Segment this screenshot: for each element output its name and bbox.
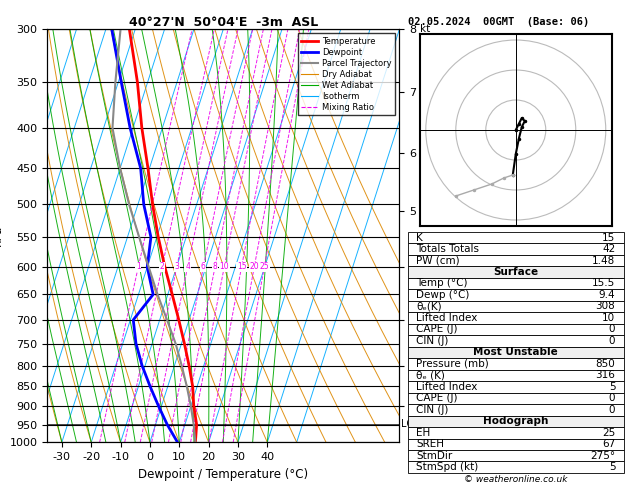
Text: 6: 6 bbox=[201, 262, 206, 272]
Text: StmSpd (kt): StmSpd (kt) bbox=[416, 462, 479, 472]
Text: PW (cm): PW (cm) bbox=[416, 256, 460, 265]
X-axis label: Dewpoint / Temperature (°C): Dewpoint / Temperature (°C) bbox=[138, 468, 308, 481]
Text: CAPE (J): CAPE (J) bbox=[416, 325, 458, 334]
Text: EH: EH bbox=[416, 428, 430, 438]
Text: 0: 0 bbox=[609, 336, 615, 346]
Bar bbox=[408, 347, 624, 358]
Bar bbox=[408, 324, 624, 335]
Text: 9.4: 9.4 bbox=[599, 290, 615, 300]
Bar bbox=[408, 358, 624, 370]
Bar bbox=[408, 393, 624, 404]
Bar bbox=[408, 232, 624, 243]
Bar bbox=[408, 450, 624, 462]
Bar bbox=[408, 243, 624, 255]
Bar bbox=[408, 278, 624, 289]
Text: Temp (°C): Temp (°C) bbox=[416, 278, 468, 289]
Text: 1.48: 1.48 bbox=[592, 256, 615, 265]
Text: 308: 308 bbox=[596, 301, 615, 312]
Text: Dewp (°C): Dewp (°C) bbox=[416, 290, 470, 300]
Text: Pressure (mb): Pressure (mb) bbox=[416, 359, 489, 369]
Text: CIN (J): CIN (J) bbox=[416, 336, 448, 346]
Text: 4: 4 bbox=[185, 262, 190, 272]
Text: 25: 25 bbox=[260, 262, 269, 272]
Text: 0: 0 bbox=[609, 405, 615, 415]
Text: 42: 42 bbox=[602, 244, 615, 254]
Text: 1: 1 bbox=[136, 262, 141, 272]
Text: 20: 20 bbox=[250, 262, 259, 272]
Legend: Temperature, Dewpoint, Parcel Trajectory, Dry Adiabat, Wet Adiabat, Isotherm, Mi: Temperature, Dewpoint, Parcel Trajectory… bbox=[298, 34, 395, 116]
Bar bbox=[408, 312, 624, 324]
Text: θₑ(K): θₑ(K) bbox=[416, 301, 442, 312]
Text: © weatheronline.co.uk: © weatheronline.co.uk bbox=[464, 474, 567, 484]
Y-axis label: hPa: hPa bbox=[0, 225, 4, 246]
Text: 8: 8 bbox=[213, 262, 218, 272]
Y-axis label: km
ASL: km ASL bbox=[431, 236, 452, 257]
Text: 10: 10 bbox=[602, 313, 615, 323]
Bar bbox=[408, 404, 624, 416]
Text: 10: 10 bbox=[220, 262, 229, 272]
Text: kt: kt bbox=[420, 24, 430, 34]
Bar bbox=[408, 381, 624, 393]
Bar bbox=[408, 289, 624, 301]
Bar bbox=[408, 427, 624, 438]
Text: 15.5: 15.5 bbox=[592, 278, 615, 289]
Bar bbox=[408, 301, 624, 312]
Text: SREH: SREH bbox=[416, 439, 444, 449]
Title: 40°27'N  50°04'E  -3m  ASL: 40°27'N 50°04'E -3m ASL bbox=[129, 16, 318, 29]
Bar bbox=[408, 370, 624, 381]
Text: 2: 2 bbox=[160, 262, 164, 272]
Text: CAPE (J): CAPE (J) bbox=[416, 393, 458, 403]
Text: LCL: LCL bbox=[401, 419, 419, 429]
Text: 02.05.2024  00GMT  (Base: 06): 02.05.2024 00GMT (Base: 06) bbox=[408, 17, 589, 27]
Text: Hodograph: Hodograph bbox=[483, 417, 548, 426]
Text: 5: 5 bbox=[609, 382, 615, 392]
Text: θₑ (K): θₑ (K) bbox=[416, 370, 445, 381]
Text: K: K bbox=[416, 233, 423, 243]
Bar bbox=[408, 438, 624, 450]
Text: 5: 5 bbox=[609, 462, 615, 472]
Text: 15: 15 bbox=[237, 262, 247, 272]
Text: 67: 67 bbox=[602, 439, 615, 449]
Text: StmDir: StmDir bbox=[416, 451, 452, 461]
Text: 0: 0 bbox=[609, 393, 615, 403]
Text: Lifted Index: Lifted Index bbox=[416, 382, 477, 392]
Text: Most Unstable: Most Unstable bbox=[474, 347, 558, 357]
Text: 850: 850 bbox=[596, 359, 615, 369]
Text: CIN (J): CIN (J) bbox=[416, 405, 448, 415]
Text: 316: 316 bbox=[596, 370, 615, 381]
Text: 275°: 275° bbox=[590, 451, 615, 461]
Text: 25: 25 bbox=[602, 428, 615, 438]
Text: Surface: Surface bbox=[493, 267, 538, 277]
Text: 3: 3 bbox=[174, 262, 179, 272]
Text: 15: 15 bbox=[602, 233, 615, 243]
Text: 0: 0 bbox=[609, 325, 615, 334]
Bar bbox=[408, 266, 624, 278]
Bar bbox=[408, 335, 624, 347]
Bar bbox=[408, 416, 624, 427]
Bar bbox=[408, 462, 624, 473]
Bar bbox=[408, 255, 624, 266]
Text: Totals Totals: Totals Totals bbox=[416, 244, 479, 254]
Text: Lifted Index: Lifted Index bbox=[416, 313, 477, 323]
